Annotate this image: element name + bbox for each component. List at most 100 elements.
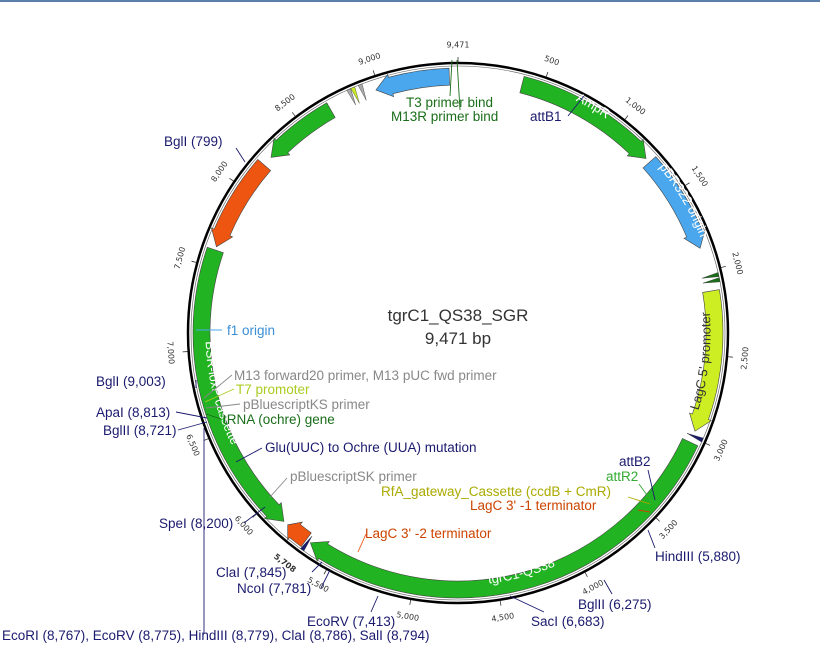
label-lagc3-1: LagC 3' -1 terminator <box>470 498 597 513</box>
enzyme-clai-7845: ClaI (7,845) <box>216 565 287 580</box>
tick-mark <box>372 70 376 76</box>
leader-attb2 <box>647 469 656 501</box>
tick-mark <box>545 71 549 77</box>
tick-label: 5,000 <box>396 610 420 623</box>
label-attb2: attB2 <box>619 454 651 469</box>
tick-mark <box>229 177 234 182</box>
tick-mark <box>203 438 209 441</box>
tick-label: 9,000 <box>357 51 382 67</box>
feature-tgrc1-qs38[interactable] <box>309 438 699 599</box>
tick-mark <box>624 115 629 120</box>
leader-clai <box>311 561 323 573</box>
label-t7-promoter: T7 promoter <box>236 382 310 397</box>
tick-mark <box>409 599 412 605</box>
enzyme-bgli-799: BglI (799) <box>164 134 223 149</box>
tick-label: 4,000 <box>581 578 605 597</box>
tick-label: 8,500 <box>273 92 297 113</box>
leader-pbks <box>205 403 241 409</box>
feature-f1-origin[interactable] <box>375 67 450 98</box>
leader-bglii-8721 <box>177 421 208 431</box>
enzyme-saci: SacI (6,683) <box>531 614 605 629</box>
tick-mark <box>291 112 296 117</box>
tick-label: 2,500 <box>739 346 750 370</box>
leader-spei <box>243 506 266 524</box>
feature-lagc-3-2-terminator[interactable] <box>211 158 272 248</box>
tick-mark <box>655 517 661 522</box>
tick-label: 500 <box>543 54 560 67</box>
leader-lagc3-1 <box>637 509 651 513</box>
backbone-inner-ring <box>190 65 726 601</box>
leader-ecorv <box>370 595 379 613</box>
enzyme-spei: SpeI (8,200) <box>159 516 233 531</box>
feature-bsr-loxp-cassette[interactable] <box>192 246 285 522</box>
label-glu-mutation: Glu(UUC) to Ochre (UUA) mutation <box>265 440 477 455</box>
mark-attb2[interactable] <box>300 535 313 552</box>
label-lagc3-2: LagC 3' -2 terminator <box>365 526 492 541</box>
leader-lagc3-2 <box>357 533 367 553</box>
enzyme-apai: ApaI (8,813) <box>96 405 170 420</box>
tick-mark <box>252 513 257 518</box>
label-m13-forward: M13 forward20 primer, M13 pUC fwd primer <box>234 368 497 383</box>
window-top-rule <box>0 0 820 2</box>
enzyme-multi-site: EcoRI (8,767), EcoRV (8,775), HindIII (8… <box>2 628 429 643</box>
tick-mark <box>584 572 588 577</box>
leader-t3 <box>449 59 453 97</box>
tick-label: 7,500 <box>173 246 188 270</box>
enzyme-ecorv-7413: EcoRV (7,413) <box>307 614 395 629</box>
tick-mark <box>720 265 726 268</box>
tick-mark <box>685 182 690 186</box>
tick-label: 9,471 <box>447 41 470 50</box>
enzyme-bglii-8721: BglII (8,721) <box>103 423 177 438</box>
tick-label: 4,500 <box>491 611 515 623</box>
tick-label: 8,000 <box>209 160 229 184</box>
label-t3-primer: T3 primer bind <box>406 95 493 110</box>
leader-m13r <box>456 59 461 111</box>
leader-glu <box>235 447 263 463</box>
leader-bgli-799 <box>235 147 246 163</box>
label-f1-origin: f1 origin <box>227 323 275 338</box>
plasmid-name: tgrC1_QS38_SGR <box>388 306 529 325</box>
leader-t7 <box>204 388 235 403</box>
enzyme-hindiii-5880: HindIII (5,880) <box>655 549 741 564</box>
label-pbluescriptks: pBluescriptKS primer <box>243 397 370 412</box>
leader-bglii-6275 <box>603 579 613 595</box>
mark-m13-forward20-primer[interactable] <box>357 83 367 101</box>
mark-t7-promoter[interactable] <box>350 86 360 104</box>
label-pbluescriptsk: pBluescriptSK primer <box>290 469 417 484</box>
leader-m13fwd <box>203 374 233 399</box>
mark-t3-primer-bind[interactable] <box>701 272 720 279</box>
feature-pbr322-origin[interactable] <box>642 156 706 249</box>
leader-pbsk <box>269 477 288 498</box>
tick-label: 6,500 <box>184 433 201 458</box>
mark-m13r-primer-bind[interactable] <box>702 277 721 284</box>
leader-hindiii <box>647 529 656 549</box>
feature-trna-ochre-gene[interactable] <box>270 102 336 158</box>
tick-label: 7,000 <box>165 341 176 364</box>
backbone-circle <box>186 61 730 605</box>
leader-rfa <box>627 496 651 505</box>
tick-label: 1,000 <box>624 95 648 116</box>
tick-label: 3,500 <box>657 518 679 541</box>
label-attb1: attB1 <box>530 109 562 124</box>
feature-lagc-3-1-terminator[interactable] <box>287 521 312 548</box>
leader-saci <box>509 595 545 613</box>
enzyme-ncoi: NcoI (7,781) <box>237 581 311 596</box>
tick-mark <box>499 600 502 606</box>
leader-ncoi <box>320 569 331 589</box>
small-marks <box>300 83 721 552</box>
mark-attb1[interactable] <box>686 433 704 443</box>
leader-trna <box>205 413 222 420</box>
leader-attb1 <box>567 95 585 117</box>
tick-mark <box>191 260 197 263</box>
mark-pbluescriptks-primer[interactable] <box>346 88 356 106</box>
leader-attr2 <box>638 483 653 503</box>
tick-mark <box>323 569 327 575</box>
leader-apai <box>175 411 208 419</box>
enzyme-bglii-6275: BglII (6,275) <box>578 597 652 612</box>
feature-lagc-5-promoter[interactable] <box>689 289 724 432</box>
feature-ampr[interactable] <box>519 76 647 159</box>
label-m13r-primer: M13R primer bind <box>391 109 498 124</box>
tick-label: 3,000 <box>712 438 730 463</box>
enzyme-bgli-9003: BglI (9,003) <box>96 374 166 389</box>
